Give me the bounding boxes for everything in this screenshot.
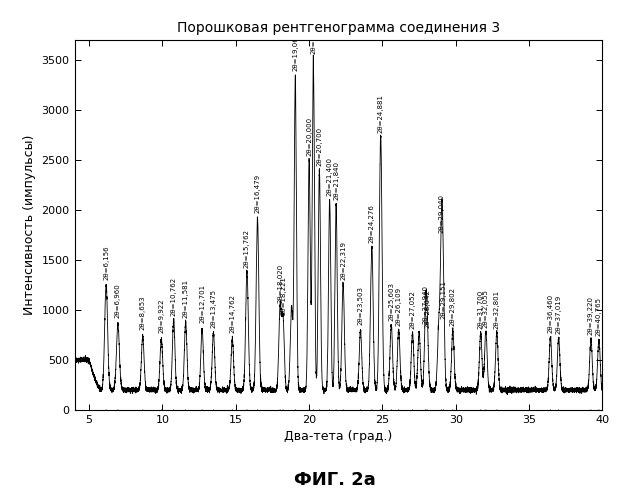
Text: 2θ=32,055: 2θ=32,055 <box>483 289 489 328</box>
Text: 2θ=20,700: 2θ=20,700 <box>316 127 322 166</box>
Text: 2θ=23,503: 2θ=23,503 <box>358 286 363 325</box>
Text: 2θ=18,221: 2θ=18,221 <box>280 276 286 315</box>
Text: 2θ=24,276: 2θ=24,276 <box>369 204 375 243</box>
Text: 2θ=11,581: 2θ=11,581 <box>183 279 189 318</box>
Text: 2θ=28,042: 2θ=28,042 <box>424 289 430 328</box>
Text: 2θ=40,765: 2θ=40,765 <box>596 297 602 336</box>
Text: 2θ=29,151: 2θ=29,151 <box>440 280 446 319</box>
Text: 2θ=21,840: 2θ=21,840 <box>333 161 339 200</box>
Text: 2θ=39,220: 2θ=39,220 <box>588 296 594 335</box>
Text: 2θ=9,922: 2θ=9,922 <box>158 298 165 333</box>
Text: 2θ=21,400: 2θ=21,400 <box>327 157 333 196</box>
Text: 2θ=26,109: 2θ=26,109 <box>396 287 402 326</box>
Text: 2θ=20,289: 2θ=20,289 <box>310 15 316 54</box>
Text: 2θ=25,603: 2θ=25,603 <box>388 282 394 321</box>
Text: 2θ=16,479: 2θ=16,479 <box>255 174 260 213</box>
Text: 2θ=10,762: 2θ=10,762 <box>171 277 176 316</box>
Text: 2θ=29,802: 2θ=29,802 <box>450 287 456 326</box>
Text: 2θ=37,019: 2θ=37,019 <box>556 294 561 334</box>
Text: 2θ=14,762: 2θ=14,762 <box>229 294 235 333</box>
Text: 2θ=22,319: 2θ=22,319 <box>340 241 346 280</box>
Text: 2θ=12,701: 2θ=12,701 <box>199 284 205 323</box>
Text: 2θ=6,960: 2θ=6,960 <box>115 283 121 318</box>
Text: 2θ=6,156: 2θ=6,156 <box>103 246 109 280</box>
Text: 2θ=31,700: 2θ=31,700 <box>478 290 484 329</box>
Text: 2θ=32,801: 2θ=32,801 <box>494 290 500 329</box>
Text: ФИГ. 2а: ФИГ. 2а <box>294 471 376 489</box>
Text: 2θ=36,460: 2θ=36,460 <box>548 294 553 333</box>
Text: 2θ=15,762: 2θ=15,762 <box>244 229 250 268</box>
Text: 2θ=20,000: 2θ=20,000 <box>306 117 312 156</box>
Y-axis label: Интенсивность (импульсы): Интенсивность (импульсы) <box>23 135 36 315</box>
Text: 2θ=27,052: 2θ=27,052 <box>409 290 415 329</box>
Text: 2θ=29,040: 2θ=29,040 <box>438 194 445 233</box>
Text: 2θ=13,475: 2θ=13,475 <box>211 289 217 328</box>
Text: 2θ=24,881: 2θ=24,881 <box>378 94 384 133</box>
X-axis label: Два-тета (град.): Два-тета (град.) <box>284 430 392 444</box>
Text: 2θ=27,940: 2θ=27,940 <box>422 285 428 324</box>
Text: 2θ=19,060: 2θ=19,060 <box>292 32 298 71</box>
Text: 2θ=18,020: 2θ=18,020 <box>277 264 283 303</box>
Text: 2θ=8,653: 2θ=8,653 <box>140 296 146 330</box>
Title: Порошковая рентгенограмма соединения 3: Порошковая рентгенограмма соединения 3 <box>177 20 500 34</box>
